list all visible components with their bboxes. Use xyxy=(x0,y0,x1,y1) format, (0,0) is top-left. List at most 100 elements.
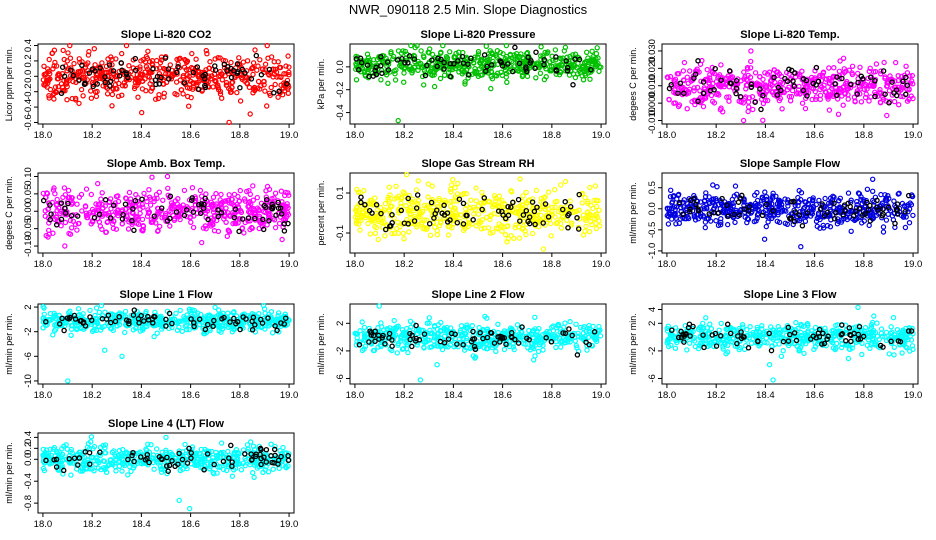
reference-point xyxy=(680,211,686,218)
data-point xyxy=(558,182,564,188)
data-point xyxy=(845,190,852,196)
data-point xyxy=(535,348,542,355)
reference-point xyxy=(872,78,878,84)
data-point xyxy=(845,96,851,102)
reference-point xyxy=(526,220,533,227)
reference-point xyxy=(215,207,221,213)
x-tick-label: 18.6 xyxy=(181,259,200,270)
reference-point xyxy=(495,208,502,214)
data-point xyxy=(462,79,468,85)
data-point xyxy=(145,73,151,80)
data-point xyxy=(90,208,97,215)
data-point xyxy=(501,346,508,353)
data-point xyxy=(74,201,80,207)
data-point xyxy=(745,66,751,72)
data-point xyxy=(445,69,452,76)
data-point xyxy=(479,64,485,70)
data-point xyxy=(428,71,434,77)
data-point xyxy=(250,183,256,189)
data-point xyxy=(533,212,540,219)
data-point xyxy=(553,344,559,351)
reference-point xyxy=(231,214,238,221)
data-point xyxy=(360,213,367,219)
reference-point xyxy=(576,191,582,198)
reference-point xyxy=(266,66,273,73)
reference-point xyxy=(389,212,395,218)
data-point xyxy=(746,104,752,110)
data-point xyxy=(508,232,514,239)
reference-point xyxy=(529,199,536,205)
data-point xyxy=(560,55,566,61)
data-point xyxy=(46,95,52,101)
y-tick-label: 0.1 xyxy=(335,186,346,199)
data-point xyxy=(760,76,766,83)
y-tick-label: -2 xyxy=(647,347,658,355)
reference-point xyxy=(498,59,504,66)
data-points xyxy=(352,171,603,252)
reference-point xyxy=(402,60,408,66)
reference-point xyxy=(523,64,529,70)
data-point xyxy=(910,212,916,219)
data-point xyxy=(425,204,432,210)
data-point xyxy=(382,233,388,239)
data-point xyxy=(62,219,69,226)
data-point xyxy=(152,96,159,102)
data-point xyxy=(50,230,56,236)
y-tick-label: 0.2 xyxy=(23,54,34,67)
data-point xyxy=(450,213,457,220)
data-point xyxy=(448,186,454,192)
reference-point xyxy=(47,216,53,223)
data-point xyxy=(456,65,462,71)
data-point xyxy=(597,223,603,229)
x-tick-label: 18.0 xyxy=(34,130,53,141)
reference-point xyxy=(813,64,820,71)
data-point xyxy=(401,190,408,196)
data-point xyxy=(104,218,111,225)
data-point xyxy=(817,96,824,103)
reference-point xyxy=(275,205,282,211)
reference-point xyxy=(470,217,476,223)
data-point xyxy=(437,75,444,82)
data-point xyxy=(475,211,482,217)
data-point xyxy=(433,215,440,221)
reference-point xyxy=(106,62,113,68)
data-point xyxy=(170,212,176,219)
reference-point xyxy=(867,218,873,224)
data-point xyxy=(575,71,581,77)
data-point xyxy=(849,71,856,78)
data-point xyxy=(441,72,448,79)
reference-point xyxy=(358,59,365,66)
reference-point xyxy=(441,66,447,72)
data-point xyxy=(212,203,218,209)
data-point xyxy=(582,228,588,234)
data-point xyxy=(533,187,540,194)
data-point xyxy=(47,70,53,77)
data-point xyxy=(367,57,373,63)
data-point xyxy=(285,53,291,59)
data-point xyxy=(569,220,575,226)
y-tick-label: 0.000 xyxy=(647,91,658,115)
data-point xyxy=(437,50,444,56)
reference-point xyxy=(850,213,857,219)
data-point xyxy=(237,98,244,104)
reference-point xyxy=(465,61,471,67)
plot-frame xyxy=(349,172,607,254)
data-point xyxy=(713,217,719,224)
reference-point xyxy=(588,66,594,73)
data-point xyxy=(668,187,674,193)
x-tick-label: 19.0 xyxy=(592,390,611,401)
reference-point xyxy=(200,205,207,212)
data-point xyxy=(499,72,505,79)
data-point xyxy=(765,97,771,104)
panel-title: Slope Sample Flow xyxy=(740,158,841,170)
data-point xyxy=(123,42,130,49)
data-points xyxy=(664,304,916,383)
data-point xyxy=(503,53,510,60)
reference-point xyxy=(726,68,733,74)
data-point xyxy=(238,209,244,215)
data-point xyxy=(572,51,579,57)
data-point xyxy=(570,63,577,69)
reference-point xyxy=(65,200,71,207)
data-point xyxy=(787,98,794,104)
